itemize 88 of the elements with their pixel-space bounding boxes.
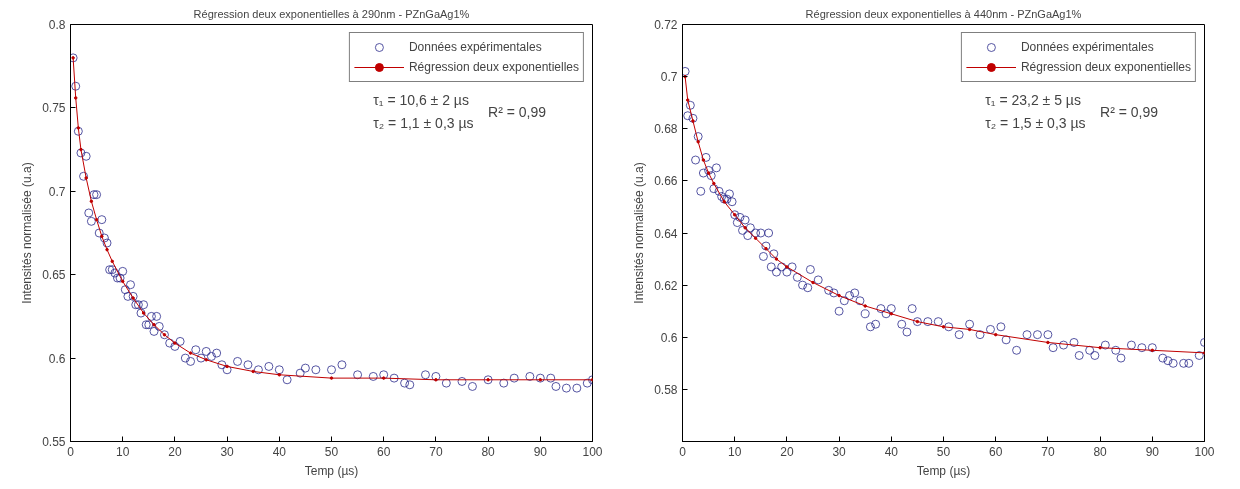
x-tick-label: 50 — [324, 444, 339, 459]
point — [89, 199, 94, 204]
x-tick-label: 30 — [220, 444, 235, 459]
y-tick-label: 0.58 — [654, 382, 678, 397]
point — [225, 364, 229, 369]
point — [110, 259, 115, 264]
x-tick-label: 40 — [884, 444, 899, 459]
point — [105, 247, 109, 252]
point — [785, 265, 789, 269]
x-tick-label: 100 — [582, 444, 603, 459]
annotation: τ₁ = 10,6 ± 2 µs — [373, 91, 469, 108]
point — [691, 119, 695, 123]
point — [94, 217, 99, 222]
x-tick-label: 50 — [936, 444, 951, 459]
point — [743, 226, 747, 230]
y-tick-label: 0.66 — [654, 174, 678, 189]
point — [712, 181, 716, 186]
y-tick-label: 0.65 — [42, 268, 66, 283]
legend-label: Régression deux exponentielles — [408, 60, 579, 74]
point — [329, 376, 334, 380]
y-tick-label: 0.62 — [654, 278, 678, 293]
x-axis-title: Temp (µs) — [916, 463, 971, 478]
point — [277, 373, 282, 377]
point — [381, 376, 386, 380]
point — [685, 98, 690, 102]
x-tick-label: 20 — [168, 444, 182, 459]
point — [120, 279, 125, 284]
y-tick-label: 0.7 — [660, 70, 678, 85]
y-tick-label: 0.6 — [48, 351, 66, 366]
x-tick-label: 40 — [272, 444, 287, 459]
legend-label: Données expérimentales — [1020, 40, 1154, 54]
y-axis-title: Intensités normalisée (u.a) — [632, 162, 647, 304]
point — [204, 358, 208, 362]
point — [188, 351, 193, 355]
point — [173, 341, 177, 345]
x-tick-label: 30 — [832, 444, 847, 459]
x-tick-label: 90 — [533, 444, 548, 459]
x-tick-label: 80 — [1093, 444, 1108, 459]
x-tick-label: 70 — [429, 444, 443, 459]
point — [73, 96, 78, 100]
annotation: R² = 0,99 — [488, 104, 547, 121]
point — [837, 293, 841, 298]
point — [251, 369, 255, 374]
chart-title: Régression deux exponentielles à 290nm - PZnGaAg1% — [193, 7, 470, 20]
point — [774, 257, 779, 261]
annotation: τ₂ = 1,1 ± 0,3 µs — [373, 114, 474, 131]
x-tick-label: 10 — [728, 444, 742, 459]
point — [993, 332, 998, 337]
point — [889, 312, 894, 316]
point — [941, 325, 946, 329]
legend-label: Régression deux exponentielles — [1020, 60, 1191, 74]
y-tick-label: 0.68 — [654, 122, 678, 137]
x-tick-label: 80 — [481, 444, 496, 459]
y-tick-label: 0.64 — [654, 226, 678, 241]
point — [811, 280, 815, 285]
point — [753, 236, 758, 240]
point — [706, 171, 711, 175]
x-tick-label: 90 — [1145, 444, 1160, 459]
point — [434, 378, 438, 382]
annotation: R² = 0,99 — [1100, 104, 1159, 121]
y-tick-label: 0.75 — [42, 101, 66, 116]
point — [863, 304, 867, 308]
x-tick-label: 20 — [780, 444, 794, 459]
annotation: τ₂ = 1,5 ± 0,3 µs — [985, 114, 1086, 131]
point — [79, 147, 83, 152]
x-tick-label: 100 — [1194, 444, 1215, 459]
y-tick-label: 0.6 — [660, 330, 678, 345]
x-tick-label: 70 — [1041, 444, 1055, 459]
x-tick-label: 10 — [116, 444, 130, 459]
point — [696, 140, 700, 144]
y-axis-title: Intensités normalisée (u.a) — [20, 162, 35, 304]
x-tick-label: 0 — [679, 444, 687, 459]
y-tick-label: 0.7 — [48, 184, 66, 199]
point — [1046, 340, 1050, 345]
point — [152, 322, 156, 327]
x-tick-label: 60 — [377, 444, 391, 459]
x-axis-title: Temp (µs) — [304, 463, 359, 478]
point — [76, 126, 81, 130]
point — [967, 327, 972, 332]
x-tick-label: 0 — [67, 444, 75, 459]
x-tick-label: 60 — [989, 444, 1003, 459]
y-tick-label: 0.72 — [654, 18, 678, 32]
point — [1098, 345, 1102, 350]
y-tick-label: 0.8 — [48, 18, 66, 32]
chart-title: Régression deux exponentielles à 440nm - PZnGaAg1% — [805, 7, 1082, 20]
legend-label: Données expérimentales — [408, 40, 542, 54]
y-tick-label: 0.55 — [42, 435, 66, 449]
annotation: τ₁ = 23,2 ± 5 µs — [985, 91, 1081, 108]
